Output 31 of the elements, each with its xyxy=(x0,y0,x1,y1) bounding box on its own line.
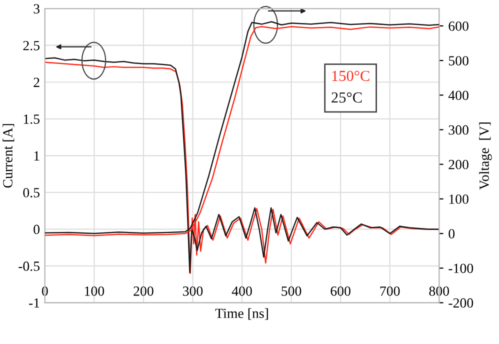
x-tick-label: 600 xyxy=(330,286,350,296)
y2-tick-label: 200 xyxy=(448,160,468,170)
y-tick-label: 0.5 xyxy=(23,188,40,198)
text: 150°C xyxy=(332,70,370,82)
x-axis-title: Time [ns] xyxy=(215,308,268,320)
y2-tick-label: 300 xyxy=(448,125,468,135)
x-tick-label: 800 xyxy=(429,286,450,296)
y2-tick-label: 0 xyxy=(448,229,455,238)
y-tick-label: 2 xyxy=(34,78,40,87)
x-tick-label: 400 xyxy=(232,286,252,296)
y2-tick-label: 400 xyxy=(448,90,468,100)
y2-tick-label: -100 xyxy=(448,264,474,274)
y-tick-label: -1 xyxy=(28,298,40,308)
y-axis-title: Current [A] xyxy=(2,124,14,188)
x-tick-label: 100 xyxy=(84,286,104,296)
y2-tick-label: -200 xyxy=(448,298,474,308)
y2-tick-label: 100 xyxy=(449,194,468,204)
y2-tick-label: 600 xyxy=(448,21,468,31)
y-tick-label: 2.5 xyxy=(23,40,40,50)
x-tick-label: 200 xyxy=(134,286,154,296)
x-tick-label: 700 xyxy=(380,286,400,296)
y-tick-label: -0.5 xyxy=(18,262,40,271)
x-tick-label: 300 xyxy=(182,286,203,296)
y-tick-label: 0 xyxy=(34,224,40,234)
y-tick-label: 1 xyxy=(34,151,40,160)
text: 25°C xyxy=(332,92,362,103)
y2-axis-title: Voltage [V] xyxy=(479,122,492,190)
x-tick-label: 500 xyxy=(282,286,302,296)
y2-tick-label: 500 xyxy=(448,56,468,66)
y-tick-label: 3 xyxy=(34,4,40,14)
y-tick-label: 1.5 xyxy=(24,114,40,124)
